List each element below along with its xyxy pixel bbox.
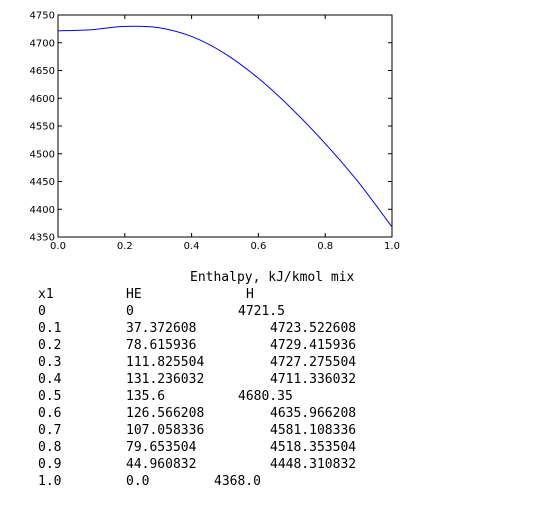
cell-x1: 0.5	[38, 389, 62, 404]
cell-he: 111.825504	[126, 355, 205, 370]
x-tick-label: 0.4	[184, 241, 200, 252]
cell-x1: 0.9	[38, 457, 62, 472]
cell-x1: 0.7	[38, 423, 62, 438]
header-he: HE	[126, 287, 142, 302]
cell-h: 4518.353504	[270, 440, 357, 455]
plot-frame	[57, 14, 393, 238]
cell-h: 4581.108336	[270, 423, 357, 438]
cell-h: 4448.310832	[270, 457, 357, 472]
axis-ticks: 0.0 0.2 0.4 0.6 0.8 1.0 4350 4400 4450 4500 4550 46…	[30, 11, 400, 253]
cell-he: 37.372608	[126, 321, 197, 336]
cell-he: 44.960832	[126, 457, 197, 472]
cell-he: 79.653504	[126, 440, 197, 455]
y-tick-label: 4400	[30, 205, 55, 216]
series-line-h	[57, 25, 393, 228]
cell-h: 4727.275504	[270, 355, 357, 370]
y-tick-label: 4500	[30, 149, 55, 160]
cell-he: 135.6	[126, 389, 166, 404]
cell-he: 131.236032	[126, 372, 205, 387]
cell-h: 4729.415936	[270, 338, 357, 353]
y-tick-label: 4350	[30, 233, 55, 244]
x-tick-label: 0.0	[50, 241, 66, 252]
cell-x1: 0.1	[38, 321, 62, 336]
x-tick-label: 0.2	[117, 241, 133, 252]
cell-he: 78.615936	[126, 338, 197, 353]
cell-he: 0	[126, 304, 134, 319]
y-tick-label: 4750	[30, 11, 55, 22]
cell-he: 0.0	[126, 474, 150, 489]
cell-x1: 0.2	[38, 338, 62, 353]
y-tick-label: 4700	[30, 38, 55, 49]
x-tick-label: 1.0	[384, 241, 400, 252]
cell-h: 4368.0	[214, 474, 261, 489]
axes-frame	[57, 14, 393, 238]
cell-x1: 0.4	[38, 372, 62, 387]
y-tick-label: 4450	[30, 177, 55, 188]
table-title: Enthalpy, kJ/kmol mix	[190, 270, 355, 285]
cell-x1: 0	[38, 304, 46, 319]
cell-he: 126.566208	[126, 406, 205, 421]
x-tick-label: 0.8	[317, 241, 333, 252]
cell-h: 4723.522608	[270, 321, 357, 336]
y-tick-label: 4650	[30, 66, 55, 77]
cell-x1: 0.8	[38, 440, 62, 455]
header-x1: x1	[38, 287, 54, 302]
cell-h: 4721.5	[238, 304, 285, 319]
y-tick-label: 4600	[30, 94, 55, 105]
cell-h: 4635.966208	[270, 406, 357, 421]
cell-x1: 0.3	[38, 355, 62, 370]
y-tick-label: 4550	[30, 122, 55, 133]
enthalpy-line-chart: 0.0 0.2 0.4 0.6 0.8 1.0 4350 4400 4450 4500 4550 46…	[30, 11, 400, 253]
header-h: H	[246, 287, 254, 302]
cell-x1: 1.0	[38, 474, 62, 489]
x-tick-label: 0.6	[250, 241, 266, 252]
cell-h: 4711.336032	[270, 372, 357, 387]
cell-x1: 0.6	[38, 406, 62, 421]
cell-h: 4680.35	[238, 389, 293, 404]
cell-he: 107.058336	[126, 423, 205, 438]
